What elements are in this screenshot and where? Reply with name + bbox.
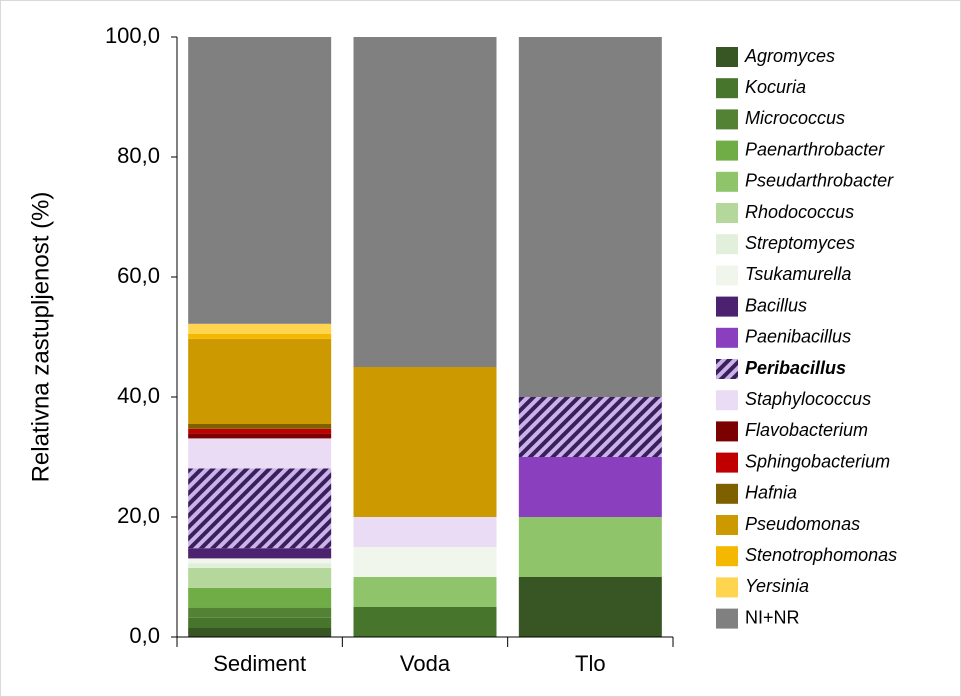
legend-label: Peribacillus bbox=[745, 358, 846, 378]
legend-swatch bbox=[716, 359, 738, 379]
legend-label: NI+NR bbox=[745, 607, 800, 627]
bar-segment bbox=[188, 334, 332, 339]
legend-swatch bbox=[716, 390, 738, 411]
y-tick-label: 60,0 bbox=[117, 263, 160, 288]
x-tick-label: Tlo bbox=[575, 651, 606, 676]
legend-label: Staphylococcus bbox=[745, 389, 871, 409]
legend-label: Paenibacillus bbox=[745, 327, 851, 347]
legend-label: Micrococcus bbox=[745, 108, 845, 128]
bar-segment bbox=[353, 577, 497, 607]
legend-label: Yersinia bbox=[745, 576, 809, 596]
y-tick-label: 80,0 bbox=[117, 143, 160, 168]
y-tick-label: 40,0 bbox=[117, 383, 160, 408]
bar-segment bbox=[188, 558, 332, 564]
legend-swatch bbox=[716, 265, 738, 286]
legend-swatch bbox=[716, 327, 738, 348]
bar-segment bbox=[518, 517, 662, 577]
bar-segment bbox=[188, 37, 332, 324]
y-tick-label: 100,0 bbox=[105, 23, 160, 48]
bar-segment bbox=[353, 607, 497, 637]
legend-label: Tsukamurella bbox=[745, 264, 851, 284]
bar-segment bbox=[188, 617, 332, 628]
legend-swatch bbox=[716, 608, 738, 629]
legend-swatch bbox=[716, 203, 738, 223]
legend-swatch bbox=[716, 577, 738, 598]
bar-segment bbox=[518, 397, 662, 457]
legend-label: Stenotrophomonas bbox=[745, 545, 897, 565]
legend-swatch bbox=[716, 483, 738, 504]
legend-label: Sphingobacterium bbox=[745, 451, 890, 471]
bar-segment bbox=[188, 438, 332, 469]
y-tick-label: 0,0 bbox=[129, 623, 160, 648]
legend-label: Bacillus bbox=[745, 295, 807, 315]
legend-label: Hafnia bbox=[745, 483, 797, 503]
legend-swatch bbox=[716, 296, 738, 317]
bar-segment bbox=[188, 548, 332, 559]
legend-label: Paenarthrobacter bbox=[745, 139, 885, 159]
legend-swatch bbox=[716, 515, 738, 535]
bar-segment bbox=[518, 577, 662, 637]
legend-label: Pseudomonas bbox=[745, 514, 860, 534]
legend-label: Flavobacterium bbox=[745, 420, 868, 440]
legend-swatch bbox=[716, 546, 738, 567]
legend-label: Streptomyces bbox=[745, 233, 855, 253]
x-tick-label: Voda bbox=[400, 651, 451, 676]
legend-label: Pseudarthrobacter bbox=[745, 171, 894, 191]
bar-segment bbox=[353, 547, 497, 577]
bar-segment bbox=[188, 628, 332, 637]
legend-swatch bbox=[716, 78, 738, 99]
legend-swatch bbox=[716, 452, 738, 473]
x-tick-label: Sediment bbox=[213, 651, 306, 676]
bar-segment bbox=[188, 338, 332, 424]
bar-segment bbox=[188, 587, 332, 608]
bar-segment bbox=[188, 428, 332, 434]
legend-swatch bbox=[716, 109, 738, 130]
bar-segment bbox=[188, 468, 332, 549]
bar-segment bbox=[188, 563, 332, 568]
bar-segment bbox=[353, 517, 497, 547]
bar-segment bbox=[353, 367, 497, 517]
y-axis-label: Relativna zastupljenost (%) bbox=[27, 192, 54, 483]
bar-segment bbox=[353, 37, 497, 367]
legend-swatch bbox=[716, 234, 738, 255]
bar-segment bbox=[518, 457, 662, 517]
bar-segment bbox=[188, 568, 332, 588]
legend-label: Agromyces bbox=[744, 46, 835, 66]
bar-segment bbox=[188, 607, 332, 618]
legend-swatch bbox=[716, 171, 738, 192]
legend-label: Rhodococcus bbox=[745, 202, 854, 222]
legend-swatch bbox=[716, 140, 738, 161]
bar-segment bbox=[188, 424, 332, 429]
bar-segment bbox=[188, 323, 332, 334]
legend-swatch bbox=[716, 421, 738, 442]
legend-label: Kocuria bbox=[745, 77, 806, 97]
legend-swatch bbox=[716, 47, 738, 67]
y-tick-label: 20,0 bbox=[117, 503, 160, 528]
bar-segment bbox=[518, 37, 662, 397]
bar-segment bbox=[188, 433, 332, 439]
